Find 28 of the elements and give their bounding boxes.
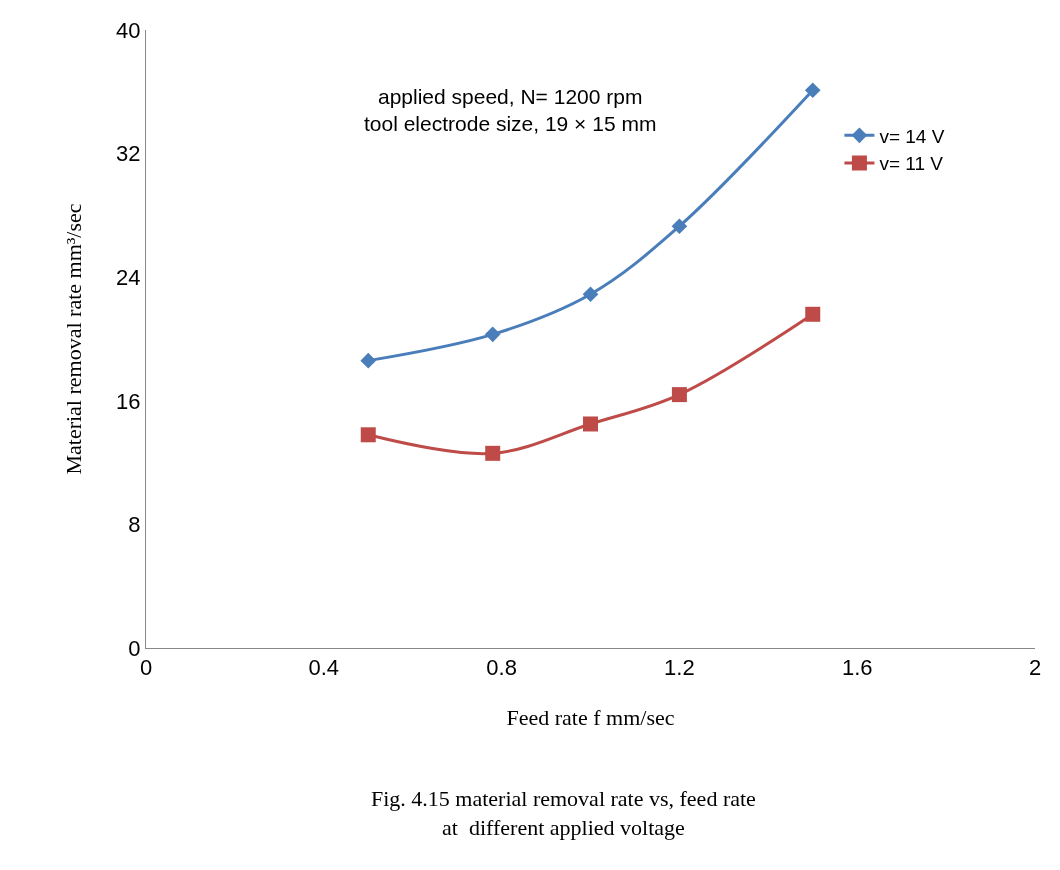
y-tick-label: 8 [128, 512, 141, 538]
x-tick-label: 0.8 [486, 655, 517, 681]
point [671, 218, 688, 235]
x-tick-label: 2 [1028, 655, 1042, 681]
point [671, 387, 687, 403]
legend-label: v= 11 V [879, 153, 944, 175]
legend-label: v= 14 V [879, 125, 945, 147]
point [804, 82, 821, 99]
y-tick-label: 16 [116, 388, 141, 414]
x-tick-label: 0.4 [308, 655, 340, 681]
y-tick-label: 24 [116, 264, 141, 290]
x-tick-label: 1.6 [841, 655, 873, 681]
point [484, 326, 501, 343]
point [485, 445, 501, 461]
annotation: applied speed, N= 1200 rpm [378, 85, 643, 108]
y-tick-label: 32 [116, 141, 141, 167]
y-tick-label: 40 [116, 17, 141, 43]
annotation: tool electrode size, 19 × 15 mm [364, 112, 657, 135]
point [583, 416, 598, 432]
x-tick-label: 1.2 [664, 655, 695, 681]
y-tick-label: 0 [128, 635, 141, 661]
caption: Fig. 4.15 material removal rate vs, feed rate at different applied voltage [371, 786, 756, 840]
y-axis-title: Material removal rate mm³/sec [60, 203, 86, 475]
point [360, 352, 377, 369]
point [805, 306, 821, 322]
point [582, 286, 599, 302]
point [360, 427, 376, 443]
x-axis-title: Feed rate f mm/sec [506, 705, 675, 731]
